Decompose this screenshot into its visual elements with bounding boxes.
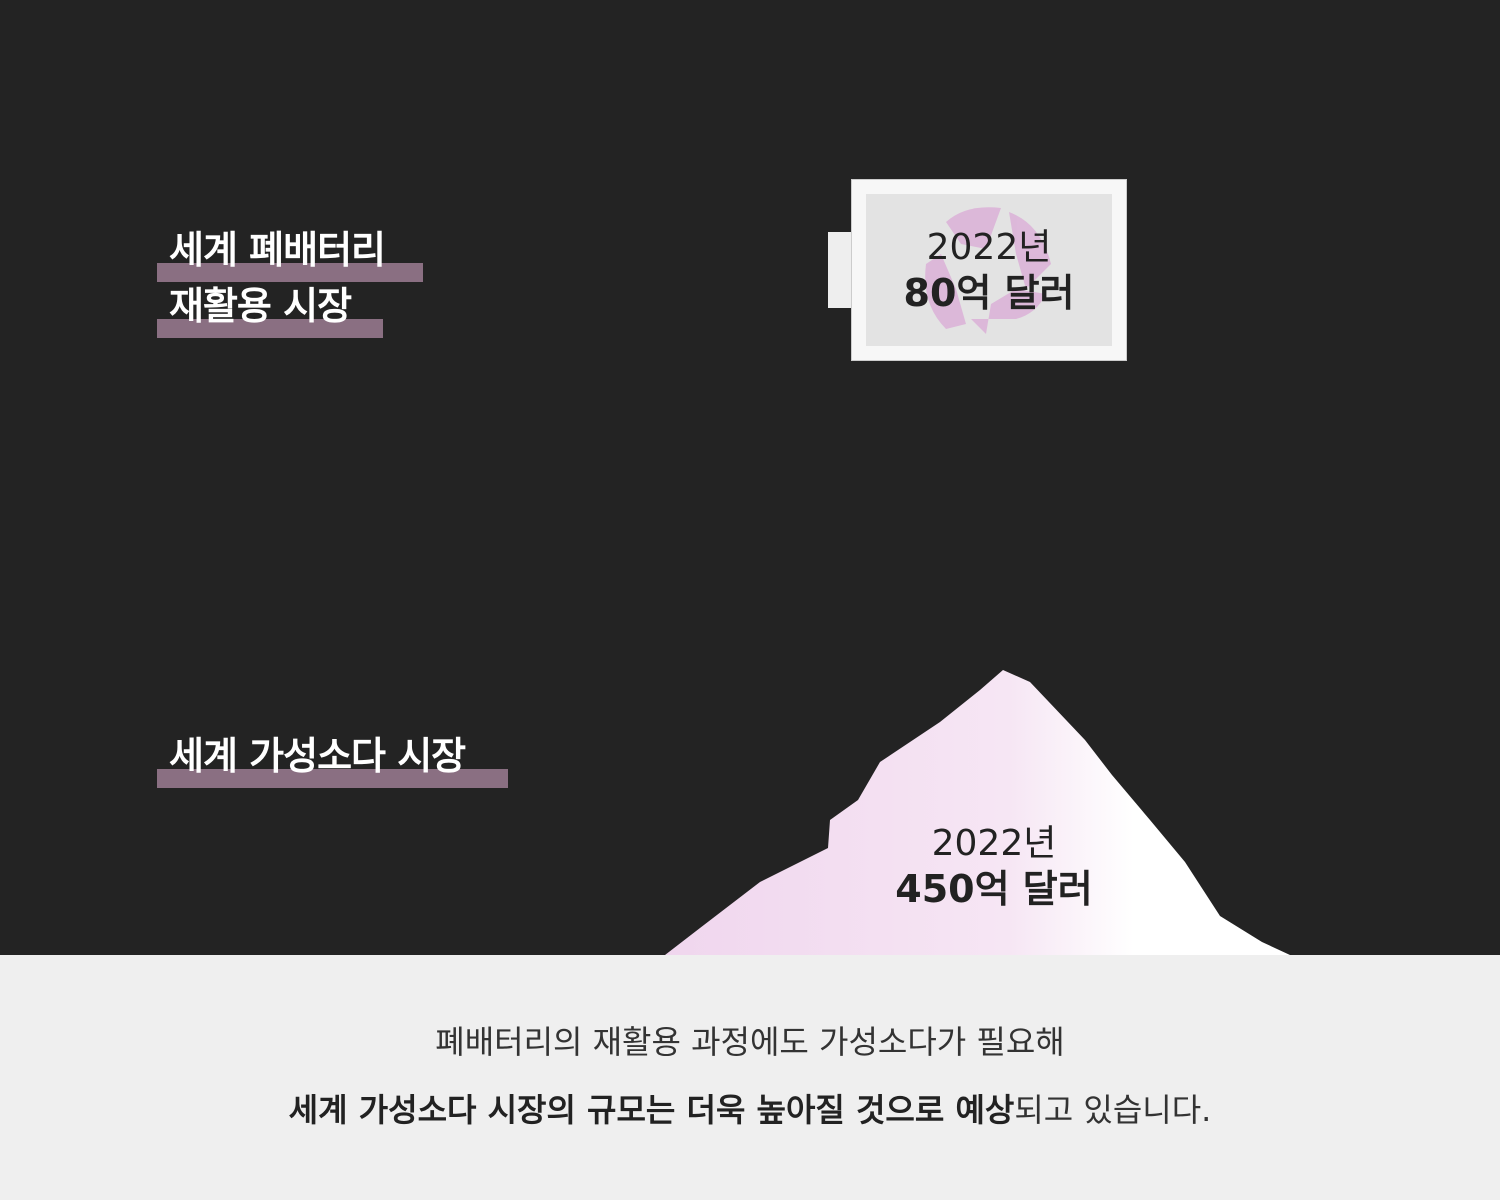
- battery-icon: [851, 179, 1127, 361]
- battery-market-value: 2022년 80억 달러: [903, 227, 1075, 315]
- caustic-soda-market-value: 2022년 450억 달러: [895, 823, 1093, 911]
- recycle-icon: [925, 207, 1051, 334]
- footer-line2: 세계 가성소다 시장의 규모는 더욱 높아질 것으로 예상되고 있습니다.: [288, 1091, 1212, 1129]
- battery-market-title: 세계 폐배터리 재활용 시장: [157, 226, 423, 338]
- footer-caption: 폐배터리의 재활용 과정에도 가성소다가 필요해 세계 가성소다 시장의 규모는…: [0, 955, 1500, 1200]
- mountain-shape: [665, 670, 1290, 955]
- caustic-soda-market-title: 세계 가성소다 시장: [157, 732, 508, 788]
- battery-terminal: [828, 232, 852, 308]
- dark-background: [0, 0, 1500, 955]
